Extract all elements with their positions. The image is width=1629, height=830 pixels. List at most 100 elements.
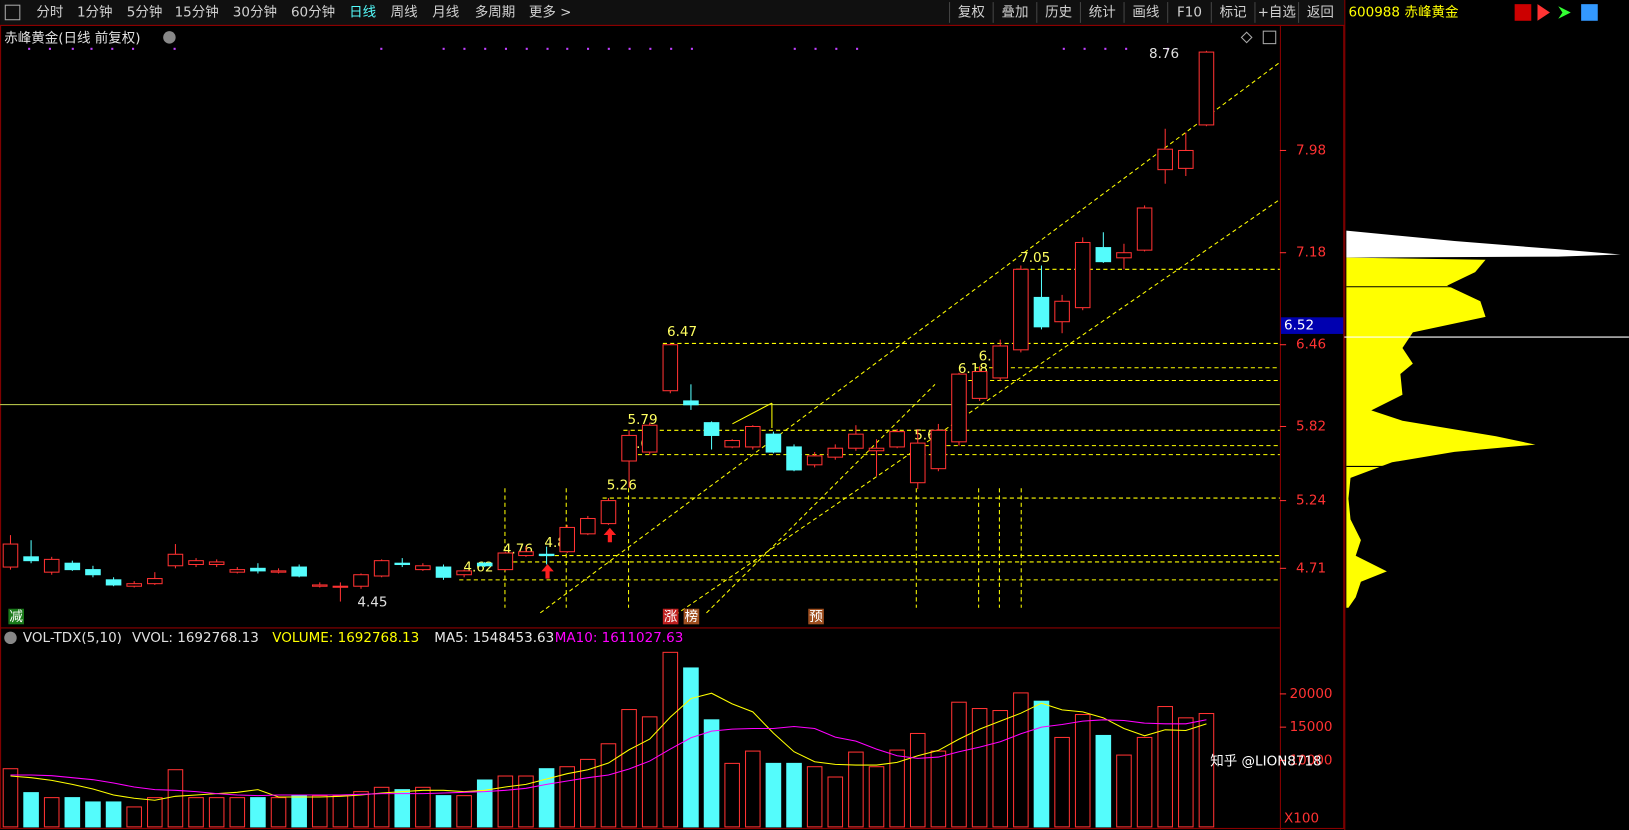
volume-bar (518, 775, 534, 828)
chip-white (1346, 230, 1621, 258)
ma-line (10, 719, 1207, 797)
volume-bar (105, 801, 122, 828)
candle-body (353, 574, 369, 587)
y-tick-label: 15000 (1290, 719, 1333, 735)
window-icon[interactable] (1262, 30, 1277, 45)
toolbar-tab[interactable]: 多周期 (475, 3, 516, 20)
volume-bar (435, 795, 452, 828)
signal-dot (793, 47, 796, 50)
candle-body (435, 566, 452, 578)
candle-body (456, 570, 472, 576)
panel-icon[interactable] (1558, 6, 1571, 19)
candle-body (1198, 51, 1215, 126)
toolbar-button[interactable]: +自选 (1258, 4, 1297, 20)
toolbar-tab[interactable]: 30分钟 (233, 3, 277, 20)
toolbar-button[interactable]: 复权 (958, 3, 985, 20)
volume-bar (683, 667, 699, 828)
toolbar-button[interactable]: 画线 (1132, 4, 1159, 20)
candle-body (765, 433, 782, 453)
panel-icon[interactable] (1581, 4, 1598, 21)
toolbar-tab[interactable]: 60分钟 (291, 3, 335, 20)
price-annotation: 4.45 (357, 595, 387, 611)
volume-bar (353, 791, 369, 828)
volume-toggle[interactable] (4, 631, 17, 645)
signal-dot (670, 47, 673, 50)
toolbar-button[interactable]: F10 (1177, 4, 1202, 20)
volume-bar (909, 732, 926, 828)
current-price-box (1280, 317, 1344, 334)
toolbar-tab[interactable]: 日线 (349, 4, 376, 20)
diamond-icon[interactable] (1240, 31, 1253, 44)
panel-icon[interactable] (1514, 4, 1532, 21)
volume-bar (85, 801, 101, 828)
candle-body (683, 400, 699, 406)
watermark: 知乎 @LION8718 (1210, 752, 1321, 769)
trend-line (675, 199, 1281, 616)
chip-distribution (1346, 257, 1536, 608)
signal-marker: 涨 (664, 609, 678, 625)
candle-body (868, 447, 885, 452)
ma-line (10, 692, 1207, 801)
volume-bar (971, 708, 988, 828)
signal-dot (546, 47, 549, 50)
toolbar-tab[interactable]: 月线 (432, 4, 459, 20)
menu-icon[interactable] (4, 4, 21, 21)
candle-body (105, 579, 122, 586)
signal-dot (484, 47, 487, 50)
signal-marker-bg (662, 608, 679, 625)
candle-body (621, 434, 637, 462)
signal-dot (1166, 47, 1169, 50)
toolbar-button[interactable]: 返回 (1307, 4, 1334, 20)
arrow (732, 402, 773, 428)
price-annotation: 5.26 (607, 478, 637, 494)
panel-icon[interactable] (1537, 4, 1550, 21)
candle-body (992, 345, 1009, 379)
volume-bar (1157, 706, 1173, 828)
legend-entry: MA10: 1611027.63 (555, 630, 684, 646)
toolbar-button[interactable]: 统计 (1089, 4, 1116, 20)
signal-marker-bg (8, 608, 24, 625)
signal-arrow (603, 527, 617, 543)
candle-body (85, 569, 101, 576)
candle-body (559, 526, 576, 553)
toolbar-tab[interactable]: 周线 (391, 4, 418, 20)
volume-bar (167, 769, 184, 828)
candle-body (518, 551, 534, 557)
toolbar-button[interactable]: 历史 (1045, 4, 1073, 20)
stock-name: 赤峰黄金 (1405, 4, 1459, 20)
volume-bar (373, 786, 390, 828)
volume-label: VOLUME: 1692768.13 (272, 630, 419, 646)
toolbar-button[interactable]: 标记 (1220, 4, 1247, 20)
signal-dot (442, 47, 445, 50)
volume-bar (1013, 692, 1029, 828)
toolbar-tab[interactable]: 分时 (36, 4, 63, 20)
title-toggle[interactable] (163, 31, 176, 44)
volume-bar (188, 797, 204, 828)
candle-body (724, 440, 740, 448)
candle-body (1033, 296, 1050, 328)
chart-title: 赤峰黄金(日线 前复权) (4, 29, 140, 46)
candle-body (641, 424, 658, 453)
volume-bar (1136, 736, 1153, 828)
volume-bar (270, 797, 287, 828)
signal-arrow (541, 564, 554, 579)
volume-bar (64, 797, 81, 828)
volume-bar (1178, 717, 1194, 828)
toolbar-tab[interactable]: 1分钟 (77, 3, 113, 20)
volume-unit: X100 (1284, 811, 1319, 827)
toolbar-tab[interactable]: 5分钟 (127, 3, 163, 20)
signal-marker-bg (683, 608, 700, 625)
candle-body (373, 560, 390, 577)
volume-title: VOL-TDX(5,10) (23, 630, 122, 646)
signal-dot (566, 47, 569, 50)
candle-body (311, 584, 328, 587)
toolbar-tab[interactable]: 15分钟 (175, 3, 219, 20)
volume-bar (559, 766, 576, 828)
toolbar-tab[interactable]: 更多 > (529, 3, 572, 20)
signal-dot (463, 47, 466, 50)
y-tick-label: 7.18 (1296, 245, 1326, 261)
toolbar-button[interactable]: 叠加 (1001, 4, 1028, 20)
volume-bar (703, 719, 720, 828)
signal-dot (111, 47, 114, 50)
